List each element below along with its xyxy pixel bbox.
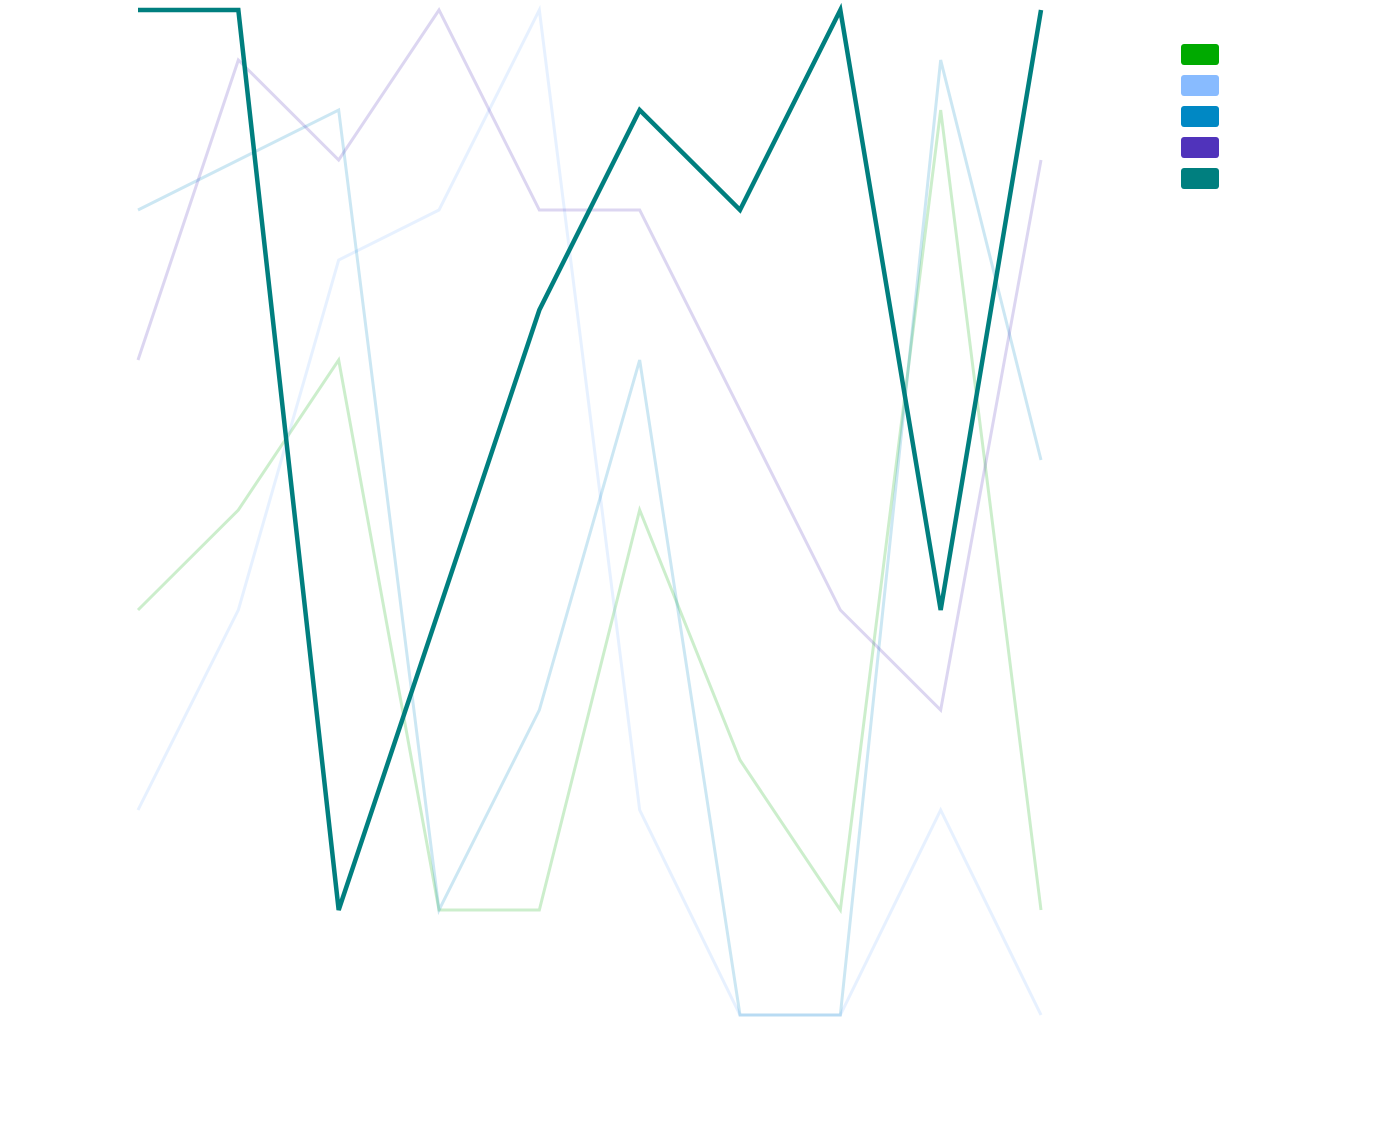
legend-swatch xyxy=(1181,75,1219,96)
legend-swatch xyxy=(1181,168,1219,189)
series-line xyxy=(137,59,1043,1017)
series-line xyxy=(136,109,1043,915)
legend-swatch xyxy=(1181,137,1219,158)
series-line xyxy=(136,7,1043,714)
series-line xyxy=(138,2,1044,911)
legend-swatch xyxy=(1181,44,1219,65)
legend-swatch xyxy=(1181,106,1219,127)
series-line xyxy=(136,4,1043,1017)
